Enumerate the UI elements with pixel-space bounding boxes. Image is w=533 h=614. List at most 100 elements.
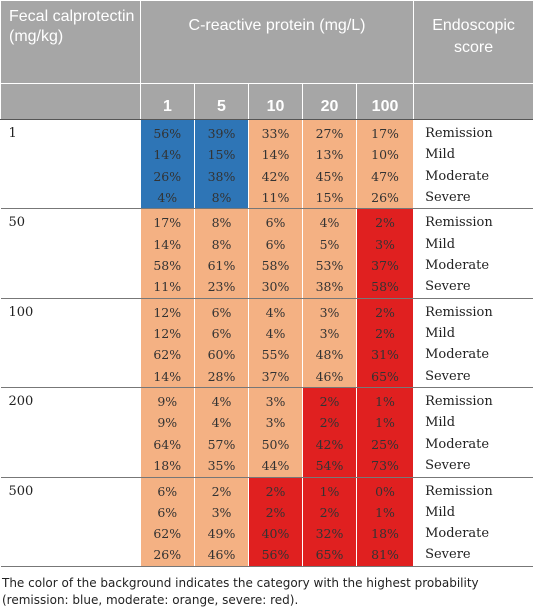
probability-cell: 8% 8% 61% 23% xyxy=(194,208,249,299)
probability-value: 30% xyxy=(261,279,290,295)
fecal-calprotectin-value: 100 xyxy=(0,298,141,389)
probability-value: 15% xyxy=(207,147,236,163)
probability-value: 6% xyxy=(157,504,178,520)
category-label: Remission xyxy=(425,483,493,499)
probability-cell: 12% 12% 62% 14% xyxy=(140,298,195,389)
table-row: 50 17% 14% 58% 11% 8% 8% 61% 23% 6% 6% 58% 30% 4% 5% 53… xyxy=(0,208,533,299)
probability-value: 17% xyxy=(371,126,399,141)
probability-value: 38% xyxy=(207,168,236,184)
probability-value: 6% xyxy=(265,236,286,252)
probability-value: 37% xyxy=(261,368,290,384)
probability-cell: 6% 6% 58% 30% xyxy=(248,208,303,299)
fecal-calprotectin-header: Fecal calprotectin (mg/kg) xyxy=(0,0,141,84)
fecal-calprotectin-value: 1 xyxy=(0,119,141,210)
endoscopic-category-labels: Remission Mild Moderate Severe xyxy=(413,298,533,389)
probability-cell: 3% 3% 50% 44% xyxy=(248,387,303,478)
probability-value: 3% xyxy=(319,326,340,342)
probability-value: 2% xyxy=(265,504,286,520)
probability-value: 39% xyxy=(207,126,236,141)
probability-value: 2% xyxy=(375,304,395,320)
category-label: Mild xyxy=(425,147,456,163)
probability-value: 58% xyxy=(371,279,399,295)
probability-value: 2% xyxy=(265,483,286,499)
probability-value: 2% xyxy=(375,215,395,231)
probability-cell: 33% 14% 42% 11% xyxy=(248,119,303,210)
header-blank-cell xyxy=(413,83,533,120)
endoscopic-score-header: Endoscopic score xyxy=(413,0,533,84)
probability-value: 4% xyxy=(265,304,286,320)
probability-value: 3% xyxy=(375,236,395,252)
probability-cell: 17% 14% 58% 11% xyxy=(140,208,195,299)
probability-value: 57% xyxy=(207,436,236,452)
probability-value: 50% xyxy=(261,436,290,452)
endoscopic-category-labels: Remission Mild Moderate Severe xyxy=(413,119,533,210)
probability-value: 47% xyxy=(371,168,399,184)
probability-value: 1% xyxy=(319,483,340,499)
probability-value: 9% xyxy=(157,415,178,431)
table-row: 500 6% 6% 62% 26% 2% 3% 49% 46% 2% 2% 40% 56% 1% 2% 32%… xyxy=(0,477,533,567)
probability-value: 1% xyxy=(375,415,395,431)
probability-value: 11% xyxy=(261,189,290,205)
category-label: Severe xyxy=(425,547,471,563)
probability-cell: 6% 6% 60% 28% xyxy=(194,298,249,389)
footnote: The color of the background indicates th… xyxy=(2,576,479,607)
probability-value: 38% xyxy=(315,279,344,295)
probability-value: 4% xyxy=(211,394,232,410)
probability-value: 81% xyxy=(371,547,399,563)
fecal-calprotectin-value: 200 xyxy=(0,387,141,478)
probability-cell: 2% 2% 40% 56% xyxy=(248,477,303,567)
probability-value: 46% xyxy=(315,368,344,384)
probability-value: 58% xyxy=(261,257,290,273)
probability-cell: 9% 9% 64% 18% xyxy=(140,387,195,478)
probability-value: 3% xyxy=(265,415,286,431)
category-label: Mild xyxy=(425,415,456,431)
probability-value: 3% xyxy=(319,304,340,320)
crp-level-header: 20 xyxy=(302,83,357,120)
probability-value: 26% xyxy=(153,168,182,184)
probability-cell: 2% 3% 37% 58% xyxy=(356,208,415,299)
probability-value: 14% xyxy=(261,147,290,163)
category-label: Moderate xyxy=(425,526,490,542)
crp-level-header: 5 xyxy=(194,83,249,120)
probability-value: 6% xyxy=(265,215,286,231)
category-label: Severe xyxy=(425,279,471,295)
probability-cell: 4% 4% 55% 37% xyxy=(248,298,303,389)
fecal-calprotectin-value: 500 xyxy=(0,477,141,567)
probability-value: 61% xyxy=(207,257,236,273)
probability-value: 40% xyxy=(261,526,290,542)
probability-value: 3% xyxy=(265,394,286,410)
probability-value: 4% xyxy=(319,215,340,231)
probability-value: 18% xyxy=(371,526,399,542)
crp-level-header: 100 xyxy=(355,83,415,120)
probability-value: 6% xyxy=(211,326,232,342)
header-blank-cell xyxy=(0,83,141,120)
probability-value: 12% xyxy=(153,304,182,320)
probability-value: 45% xyxy=(315,168,344,184)
probability-cell: 2% 2% 31% 65% xyxy=(356,298,415,389)
probability-value: 31% xyxy=(371,347,399,363)
crp-level-header: 10 xyxy=(248,83,303,120)
probability-value: 25% xyxy=(371,436,399,452)
probability-value: 56% xyxy=(261,547,290,563)
probability-value: 18% xyxy=(153,458,182,474)
probability-value: 23% xyxy=(207,279,236,295)
probability-cell: 6% 6% 62% 26% xyxy=(140,477,195,567)
probability-value: 10% xyxy=(371,147,399,163)
category-label: Remission xyxy=(425,304,493,320)
table-row: 200 9% 9% 64% 18% 4% 4% 57% 35% 3% 3% 50% 44% 2% 2% 42%… xyxy=(0,387,533,478)
probability-cell: 4% 5% 53% 38% xyxy=(302,208,357,299)
probability-value: 2% xyxy=(319,415,340,431)
probability-value: 55% xyxy=(261,347,290,363)
crp-level-header: 1 xyxy=(140,83,195,120)
category-label: Remission xyxy=(425,394,493,410)
probability-value: 1% xyxy=(375,504,395,520)
category-label: Moderate xyxy=(425,257,490,273)
probability-cell: 2% 2% 42% 54% xyxy=(302,387,357,478)
probability-value: 2% xyxy=(375,326,395,342)
probability-value: 8% xyxy=(211,189,232,205)
probability-value: 4% xyxy=(211,415,232,431)
probability-value: 3% xyxy=(211,504,232,520)
probability-value: 27% xyxy=(315,126,344,141)
probability-cell: 1% 2% 32% 65% xyxy=(302,477,357,567)
probability-cell: 0% 1% 18% 81% xyxy=(356,477,415,567)
